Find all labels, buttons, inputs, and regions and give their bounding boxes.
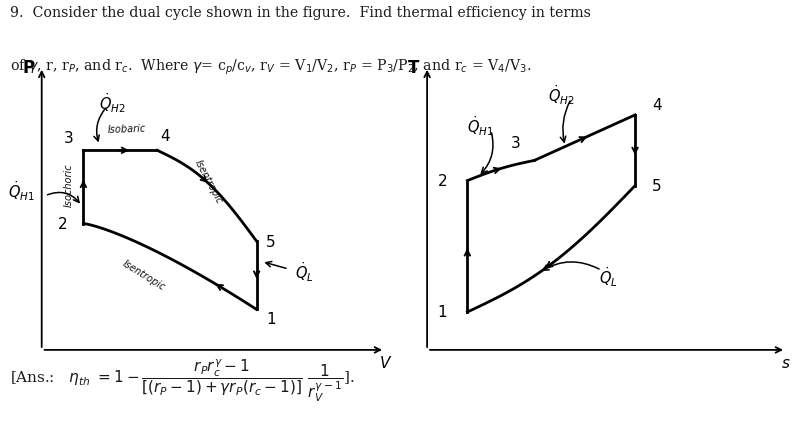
Text: 2: 2: [438, 174, 448, 189]
Text: 3: 3: [64, 131, 74, 146]
Text: $\dot{Q}_{H1}$: $\dot{Q}_{H1}$: [468, 114, 494, 138]
Text: T: T: [408, 59, 419, 77]
Text: Isobaric: Isobaric: [107, 123, 146, 135]
Text: Isentropic: Isentropic: [192, 157, 225, 205]
Text: V: V: [380, 355, 390, 370]
Text: s: s: [782, 355, 790, 370]
Text: 2: 2: [58, 217, 67, 231]
Text: [Ans.:   $\eta_{th}\ =1-\dfrac{r_P r_c^{\gamma}-1}{[(r_P-1)+\gamma r_P(r_c-1)]}\: [Ans.: $\eta_{th}\ =1-\dfrac{r_P r_c^{\g…: [10, 357, 354, 403]
Text: P: P: [22, 59, 35, 77]
Text: 3: 3: [511, 136, 521, 151]
Text: $\dot{Q}_{H2}$: $\dot{Q}_{H2}$: [99, 91, 126, 115]
Text: 5: 5: [652, 179, 662, 194]
Text: 9.  Consider the dual cycle shown in the figure.  Find thermal efficiency in ter: 9. Consider the dual cycle shown in the …: [10, 6, 590, 20]
Text: $\dot{Q}_{H2}$: $\dot{Q}_{H2}$: [548, 84, 575, 107]
Text: $\dot{Q}_{H1}$: $\dot{Q}_{H1}$: [8, 180, 35, 203]
Text: 4: 4: [652, 98, 662, 113]
Text: of $\mathit{\gamma}$, r, r$_{\mathit{P}}$, and r$_{\mathit{c}}$.  Where $\mathit: of $\mathit{\gamma}$, r, r$_{\mathit{P}}…: [10, 58, 531, 77]
Text: 4: 4: [160, 129, 170, 143]
Text: Isochoric: Isochoric: [64, 163, 74, 207]
Text: 1: 1: [438, 305, 448, 320]
Text: $\dot{Q}_L$: $\dot{Q}_L$: [295, 260, 314, 284]
Text: $\dot{Q}_L$: $\dot{Q}_L$: [599, 265, 618, 289]
Text: 5: 5: [266, 234, 276, 249]
Text: 1: 1: [266, 311, 276, 326]
Text: Isentropic: Isentropic: [121, 258, 168, 292]
